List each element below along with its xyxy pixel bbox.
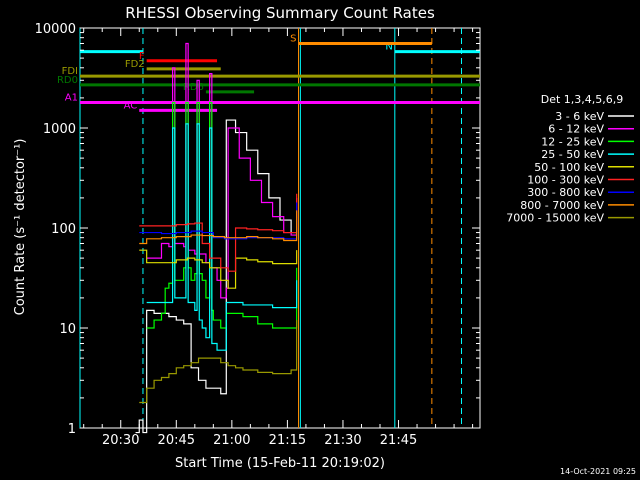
legend-label: 100 - 300 keV (527, 174, 604, 187)
y-tick-label: 100 (51, 222, 76, 237)
plot-frame (79, 27, 481, 429)
legend-label: 800 - 7000 keV (520, 199, 604, 212)
x-tick-label: 20:30 (102, 433, 139, 448)
y-tick-label: 1 (68, 422, 76, 437)
x-tick-label: 20:45 (158, 433, 195, 448)
flag-label-rd0: RD0 (57, 75, 78, 86)
x-tick-label: 21:15 (269, 433, 306, 448)
chart-title: RHESSI Observing Summary Count Rates (125, 4, 435, 22)
axis-ticks: 20:30 20:45 21:00 21:15 21:30 21:45 1 10 100 1000… (35, 22, 480, 448)
legend-label: 50 - 100 keV (534, 161, 604, 174)
flag-label-s: S (290, 33, 296, 44)
flag-label-rd6: RD6 (183, 82, 204, 93)
flag-label-a1: A1 (65, 92, 78, 103)
legend-title: Det 1,3,4,5,6,9 (541, 93, 624, 106)
flag-label-f: F (139, 51, 145, 62)
flag-label-ac: AC (124, 100, 138, 111)
flag-label-n: N (385, 42, 392, 53)
x-tick-label: 21:30 (324, 433, 361, 448)
series-line-2 (146, 42, 298, 299)
x-axis-label: Start Time (15-Feb-11 20:19:02) (175, 456, 385, 471)
y-tick-label: 10000 (35, 22, 76, 37)
legend-label: 300 - 800 keV (527, 186, 604, 199)
flag-label-fd2: FD2 (125, 59, 145, 70)
y-tick-label: 10 (59, 322, 76, 337)
y-tick-label: 1000 (43, 122, 76, 137)
plot-axes (79, 27, 481, 429)
series-group (135, 42, 298, 434)
x-tick-label: 21:45 (380, 433, 417, 448)
vertical-markers (79, 28, 462, 428)
x-tick-label: 21:00 (213, 433, 250, 448)
timestamp: 14-Oct-2021 09:25 (560, 467, 636, 476)
flag-label-fdi: FDI (62, 66, 78, 77)
series-line-1 (135, 119, 298, 434)
series-line-3 (146, 101, 298, 329)
series-line-8 (139, 210, 298, 245)
legend-label: 12 - 25 keV (541, 135, 604, 148)
legend-label: 25 - 50 keV (541, 148, 604, 161)
flag-bars: N S F FDI FD2 RD0 RD6 A1 AC (57, 33, 480, 112)
series-line-9 (139, 320, 298, 404)
series-line-7 (139, 202, 298, 240)
legend-label: 6 - 12 keV (548, 123, 604, 136)
legend-label: 3 - 6 keV (555, 110, 604, 123)
series-line-4 (146, 123, 298, 351)
series-line-6 (139, 193, 298, 272)
y-axis-label: Count Rate (s⁻¹ detector⁻¹) (13, 139, 28, 316)
legend-label: 7000 - 15000 keV (506, 212, 604, 225)
series-line-5 (139, 249, 298, 289)
